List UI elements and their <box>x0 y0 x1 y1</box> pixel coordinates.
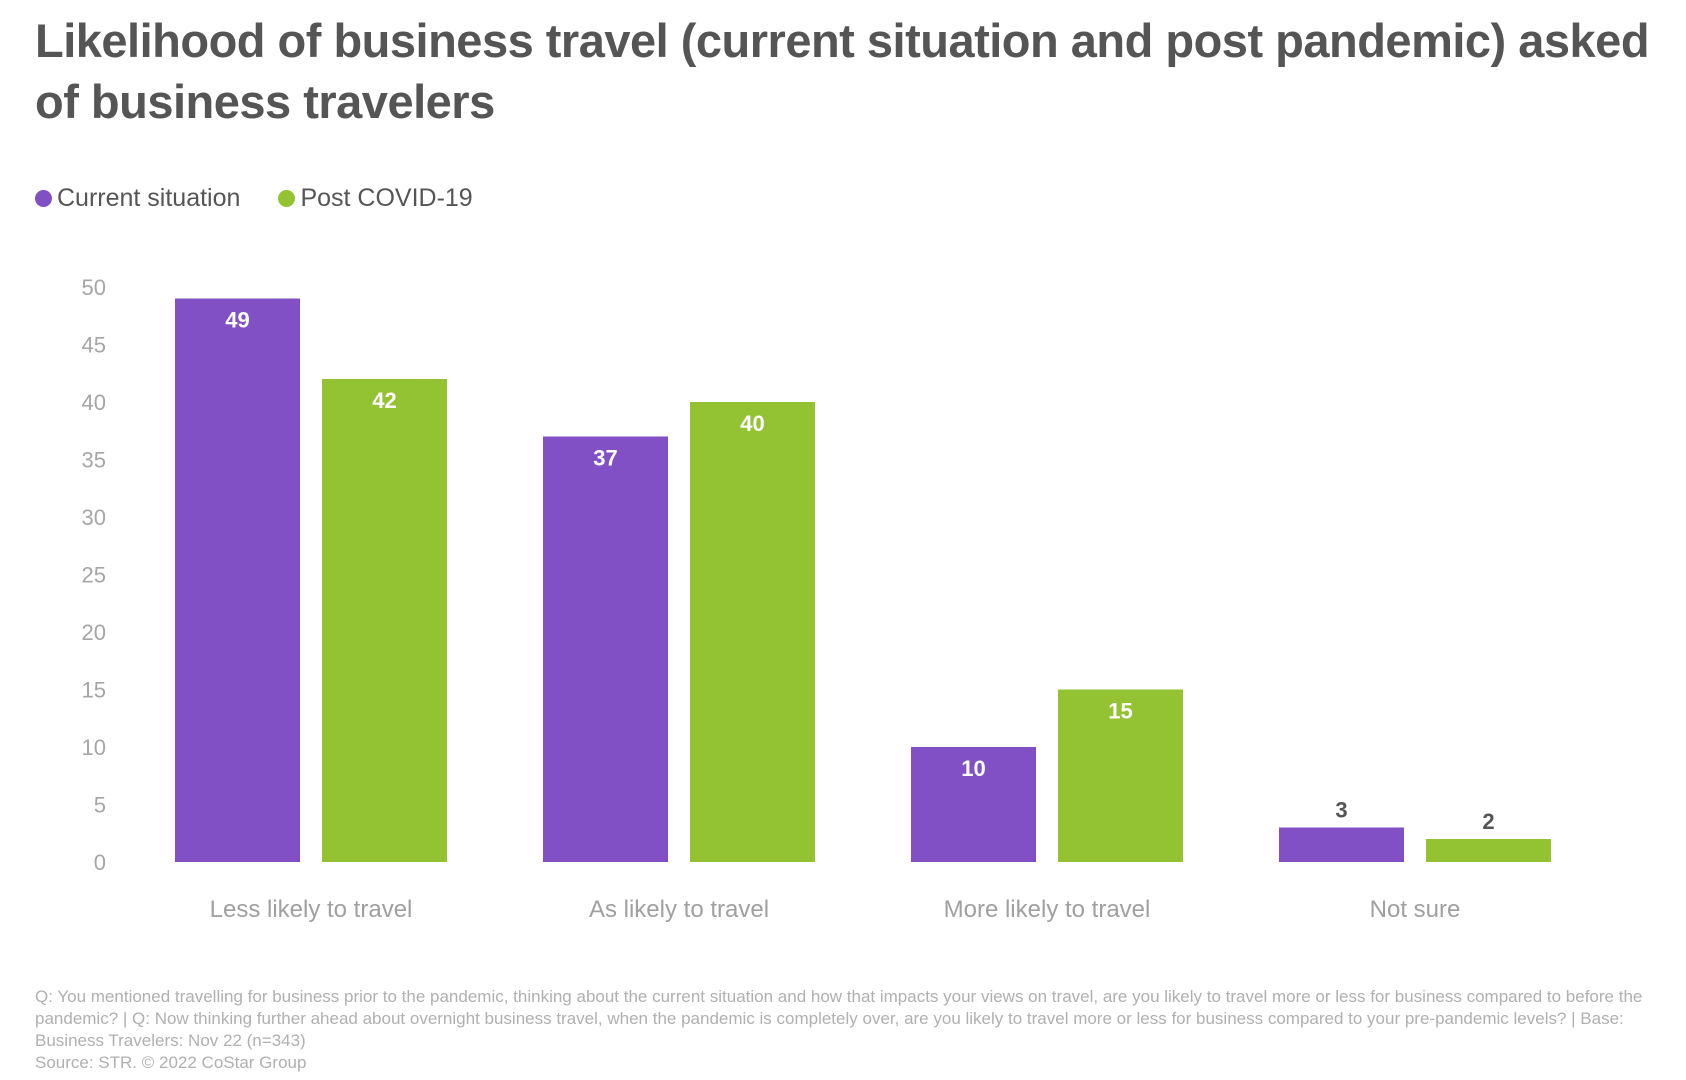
bar <box>543 436 668 862</box>
y-tick-label: 20 <box>82 620 106 645</box>
bar <box>1426 839 1551 862</box>
bar <box>1279 827 1404 862</box>
bar <box>690 402 815 862</box>
footnote-question: Q: You mentioned travelling for business… <box>35 987 1643 1050</box>
legend-label-post-covid: Post COVID-19 <box>300 184 473 212</box>
legend-item-post-covid: Post COVID-19 <box>278 184 473 213</box>
bar <box>1058 689 1183 862</box>
legend-swatch-current-situation <box>35 190 52 207</box>
footnote: Q: You mentioned travelling for business… <box>35 986 1660 1074</box>
bar <box>911 747 1036 862</box>
x-tick-label: Not sure <box>1370 896 1461 923</box>
data-label: 37 <box>593 446 617 471</box>
data-label: 15 <box>1108 699 1132 724</box>
x-tick-label: Less likely to travel <box>210 896 413 923</box>
chart-title: Likelihood of business travel (current s… <box>35 14 1650 128</box>
footnote-source: Source: STR. © 2022 CoStar Group <box>35 1053 307 1072</box>
y-tick-label: 10 <box>82 735 106 760</box>
legend-item-current-situation: Current situation <box>35 184 240 213</box>
data-label: 10 <box>961 756 985 781</box>
legend-swatch-post-covid <box>278 190 296 207</box>
y-tick-label: 45 <box>82 333 106 358</box>
legend-label-current-situation: Current situation <box>57 184 241 212</box>
y-tick-label: 40 <box>82 390 106 415</box>
data-label: 40 <box>740 411 764 436</box>
y-tick-label: 30 <box>82 505 106 530</box>
data-label: 3 <box>1335 798 1347 823</box>
data-label: 49 <box>225 308 249 333</box>
y-tick-label: 0 <box>94 850 106 875</box>
y-tick-label: 15 <box>82 678 106 703</box>
data-label: 2 <box>1482 809 1494 834</box>
legend: Current situation Post COVID-19 <box>35 184 511 213</box>
x-tick-label: As likely to travel <box>589 896 769 923</box>
y-tick-label: 5 <box>94 793 106 818</box>
y-tick-label: 25 <box>82 563 106 588</box>
y-tick-label: 35 <box>82 448 106 473</box>
data-label: 42 <box>372 388 396 413</box>
y-tick-label: 50 <box>82 275 106 300</box>
x-tick-label: More likely to travel <box>944 896 1151 923</box>
bar <box>322 379 447 862</box>
bar <box>175 298 300 862</box>
